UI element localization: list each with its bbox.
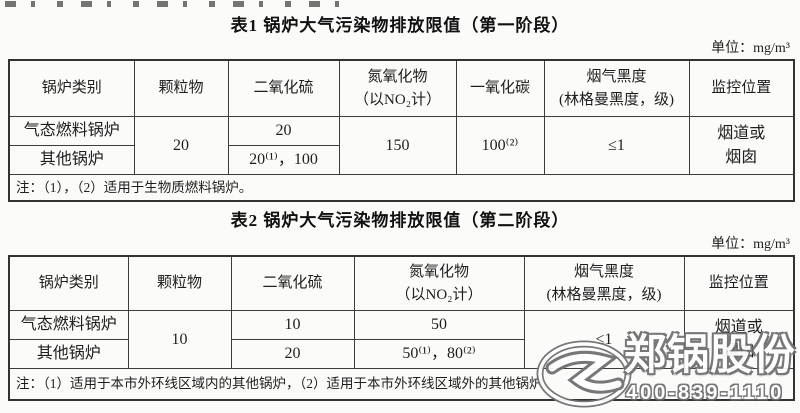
- t2-so2-other-value: 20: [230, 339, 355, 369]
- t1-header-smoke: 烟气黑度 (林格曼黑度，级): [543, 59, 690, 117]
- t2-header-nox-line1: 氮氧化物: [408, 264, 469, 280]
- t1-header-smoke-line1: 烟气黑度: [586, 69, 647, 85]
- t1-nox-value: 150: [338, 116, 457, 175]
- t2-header-smoke-line1: 烟气黑度: [573, 264, 634, 280]
- table1-row-gas: 气态燃料锅炉 20 20 150 100⁽²⁾ ≤1 烟道或 烟囱: [8, 116, 795, 175]
- table-stage2: 锅炉类别 颗粒物 二氧化硫 氮氧化物 （以NO₂计） 烟气黑度 (林格曼黑度，级…: [8, 255, 795, 401]
- t1-header-smoke-line2: (林格曼黑度，级): [559, 91, 674, 108]
- t2-nox-gas-value: 50: [353, 310, 525, 340]
- table1-row-other: 其他锅炉 20⁽¹⁾，100: [8, 145, 794, 175]
- table1-title: 表1 锅炉大气污染物排放限值（第一阶段）: [230, 16, 570, 35]
- t1-note-text: 注：（1），（2）适用于生物质燃料锅炉。: [8, 174, 795, 202]
- t1-header-location: 监控位置: [688, 59, 795, 117]
- t2-location-line1: 烟道或: [714, 318, 763, 336]
- t1-gas-label: 气态燃料锅炉: [8, 116, 135, 146]
- t2-header-smoke-line2: (林格曼黑度，级): [546, 286, 662, 303]
- t1-smoke-value: ≤1: [543, 116, 690, 175]
- table1-unit-label: 单位：mg/m³: [711, 41, 790, 56]
- t2-other-label: 其他锅炉: [8, 339, 129, 369]
- t2-location-line2: 烟囱: [722, 342, 755, 360]
- t1-pm-value: 20: [133, 116, 229, 175]
- table2-row-gas: 气态燃料锅炉 10 10 50 ≤1 烟道或 烟囱: [8, 310, 795, 369]
- cropped-text-strip: [5, 1, 353, 7]
- t1-header-nox: 氮氧化物 （以NO₂计）: [338, 59, 457, 117]
- t1-co-value: 100⁽²⁾: [455, 116, 545, 175]
- t2-header-smoke: 烟气黑度 (林格曼黑度，级): [523, 255, 685, 311]
- t1-header-nox-line1: 氮氧化物: [367, 69, 428, 85]
- t1-header-co: 一氧化碳: [455, 59, 545, 117]
- table2-note-row: 注：（1）适用于本市外环线区域内的其他锅炉，（2）适用于本市外环线区域外的其他锅…: [8, 368, 795, 401]
- t2-note-text: 注：（1）适用于本市外环线区域内的其他锅炉，（2）适用于本市外环线区域外的其他锅…: [8, 368, 795, 401]
- table1-header-row: 锅炉类别 颗粒物 二氧化硫 氮氧化物 （以NO₂计） 一氧化碳 烟气黑度 (林格…: [8, 59, 795, 117]
- t1-so2-gas-value: 20: [227, 116, 340, 146]
- t2-header-so2: 二氧化硫: [230, 255, 355, 311]
- t1-header-so2: 二氧化硫: [227, 59, 340, 117]
- t2-smoke-value: ≤1: [523, 310, 685, 369]
- table1-note-row: 注：（1），（2）适用于生物质燃料锅炉。: [8, 174, 795, 202]
- t1-header-nox-line2: （以NO₂计）: [354, 91, 441, 108]
- t2-header-category: 锅炉类别: [8, 255, 129, 311]
- t1-header-pm: 颗粒物: [133, 59, 229, 117]
- table-stage1: 锅炉类别 颗粒物 二氧化硫 氮氧化物 （以NO₂计） 一氧化碳 烟气黑度 (林格…: [8, 59, 795, 202]
- table2-row-other: 其他锅炉 20 50⁽¹⁾，80⁽²⁾: [8, 339, 794, 369]
- t1-other-label: 其他锅炉: [8, 145, 135, 175]
- t2-header-nox: 氮氧化物 （以NO₂计）: [353, 255, 525, 311]
- t2-header-nox-line2: （以NO₂计）: [395, 286, 483, 303]
- t1-location-value: 烟道或 烟囱: [688, 116, 795, 175]
- t1-location-line1: 烟道或: [717, 124, 766, 142]
- t2-header-location: 监控位置: [683, 255, 795, 311]
- t2-header-pm: 颗粒物: [127, 255, 232, 311]
- t1-so2-other-value: 20⁽¹⁾，100: [227, 145, 340, 175]
- t2-gas-label: 气态燃料锅炉: [8, 310, 129, 340]
- t2-nox-other-value: 50⁽¹⁾，80⁽²⁾: [353, 339, 525, 369]
- table2-title: 表2 锅炉大气污染物排放限值（第二阶段）: [230, 211, 570, 230]
- t2-so2-gas-value: 10: [230, 310, 355, 340]
- t1-location-line2: 烟囱: [725, 148, 758, 166]
- table2-header-row: 锅炉类别 颗粒物 二氧化硫 氮氧化物 （以NO₂计） 烟气黑度 (林格曼黑度，级…: [8, 255, 795, 311]
- t2-pm-value: 10: [127, 310, 232, 369]
- table2-unit-label: 单位：mg/m³: [711, 237, 790, 252]
- t1-header-category: 锅炉类别: [8, 59, 135, 117]
- t2-location-value: 烟道或 烟囱: [683, 310, 795, 369]
